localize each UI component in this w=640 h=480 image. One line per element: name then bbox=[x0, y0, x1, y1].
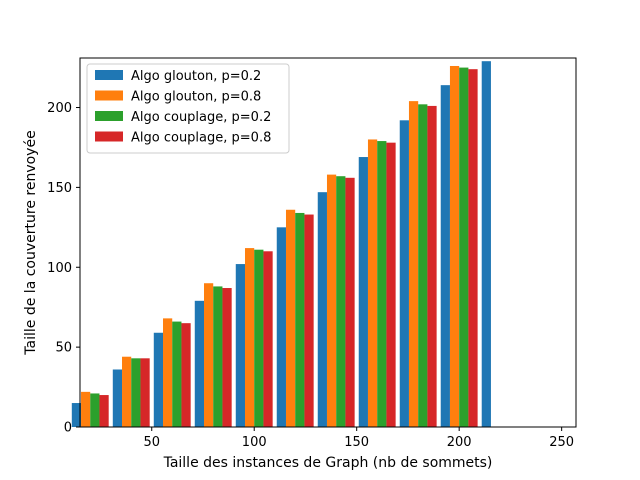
bar bbox=[449, 65, 460, 428]
bar bbox=[399, 120, 409, 427]
bar bbox=[153, 332, 164, 427]
axes-frame bbox=[79, 57, 577, 428]
bar bbox=[285, 209, 296, 427]
bar bbox=[263, 251, 273, 427]
legend: Algo glouton, p=0.2 Algo glouton, p=0.8 Al… bbox=[86, 63, 290, 154]
bar bbox=[163, 318, 173, 427]
bar bbox=[336, 176, 346, 427]
bar bbox=[222, 288, 232, 427]
y-axis-ticks: 0 50 100 150 200 bbox=[47, 101, 80, 436]
legend-entry-label: Algo couplage, p=0.2 bbox=[131, 110, 271, 125]
legend-swatch bbox=[95, 131, 123, 142]
bar bbox=[459, 67, 469, 428]
x-tick-label: 150 bbox=[344, 435, 369, 450]
bar bbox=[427, 105, 437, 427]
bar bbox=[172, 321, 182, 427]
bar bbox=[81, 391, 91, 427]
x-tick-label: 250 bbox=[549, 435, 574, 450]
bar bbox=[276, 227, 286, 427]
bar bbox=[418, 104, 428, 427]
legend-swatch bbox=[95, 70, 123, 80]
bar bbox=[481, 61, 491, 428]
bar bbox=[304, 214, 314, 427]
legend-entry-label: Algo glouton, p=0.2 bbox=[131, 69, 261, 84]
x-axis-ticks: 50 100 150 200 250 bbox=[143, 427, 574, 450]
bar bbox=[440, 85, 450, 427]
y-axis-label: Taille de la couverture renvoyée bbox=[23, 130, 39, 355]
x-tick-label: 50 bbox=[143, 435, 160, 450]
bar bbox=[317, 192, 327, 427]
bar bbox=[71, 403, 82, 427]
y-tick-label: 50 bbox=[55, 341, 72, 356]
x-tick-label: 100 bbox=[242, 435, 267, 450]
legend-swatch bbox=[95, 90, 123, 101]
bar bbox=[367, 139, 378, 427]
bar bbox=[112, 369, 123, 427]
bar bbox=[254, 249, 264, 427]
x-tick-label: 200 bbox=[447, 435, 472, 450]
y-tick-label: 0 bbox=[64, 421, 72, 436]
bar bbox=[358, 157, 368, 428]
y-tick-label: 100 bbox=[47, 261, 72, 276]
bar bbox=[99, 395, 109, 427]
bar bbox=[235, 264, 245, 427]
bar bbox=[468, 69, 478, 427]
bar bbox=[244, 248, 255, 427]
bar bbox=[122, 356, 132, 427]
bar bbox=[181, 323, 191, 427]
legend-entry-label: Algo couplage, p=0.8 bbox=[131, 131, 271, 146]
y-tick-label: 200 bbox=[47, 101, 72, 116]
y-tick-label: 150 bbox=[47, 181, 72, 196]
bar bbox=[345, 177, 355, 427]
bar bbox=[377, 141, 387, 427]
bar bbox=[386, 142, 396, 427]
bar bbox=[204, 283, 214, 427]
bar bbox=[408, 101, 419, 427]
bar bbox=[194, 300, 204, 427]
bar bbox=[326, 174, 337, 427]
bar bbox=[90, 393, 100, 427]
legend-box bbox=[86, 63, 290, 154]
legend-swatch bbox=[95, 111, 123, 121]
bar bbox=[213, 286, 223, 427]
bar bbox=[140, 358, 150, 427]
bars-group bbox=[71, 61, 491, 428]
x-axis-label: Taille des instances de Graph (nb de som… bbox=[163, 455, 493, 471]
legend-entry-label: Algo glouton, p=0.8 bbox=[131, 90, 261, 105]
bar bbox=[295, 212, 305, 427]
bar bbox=[131, 358, 141, 427]
